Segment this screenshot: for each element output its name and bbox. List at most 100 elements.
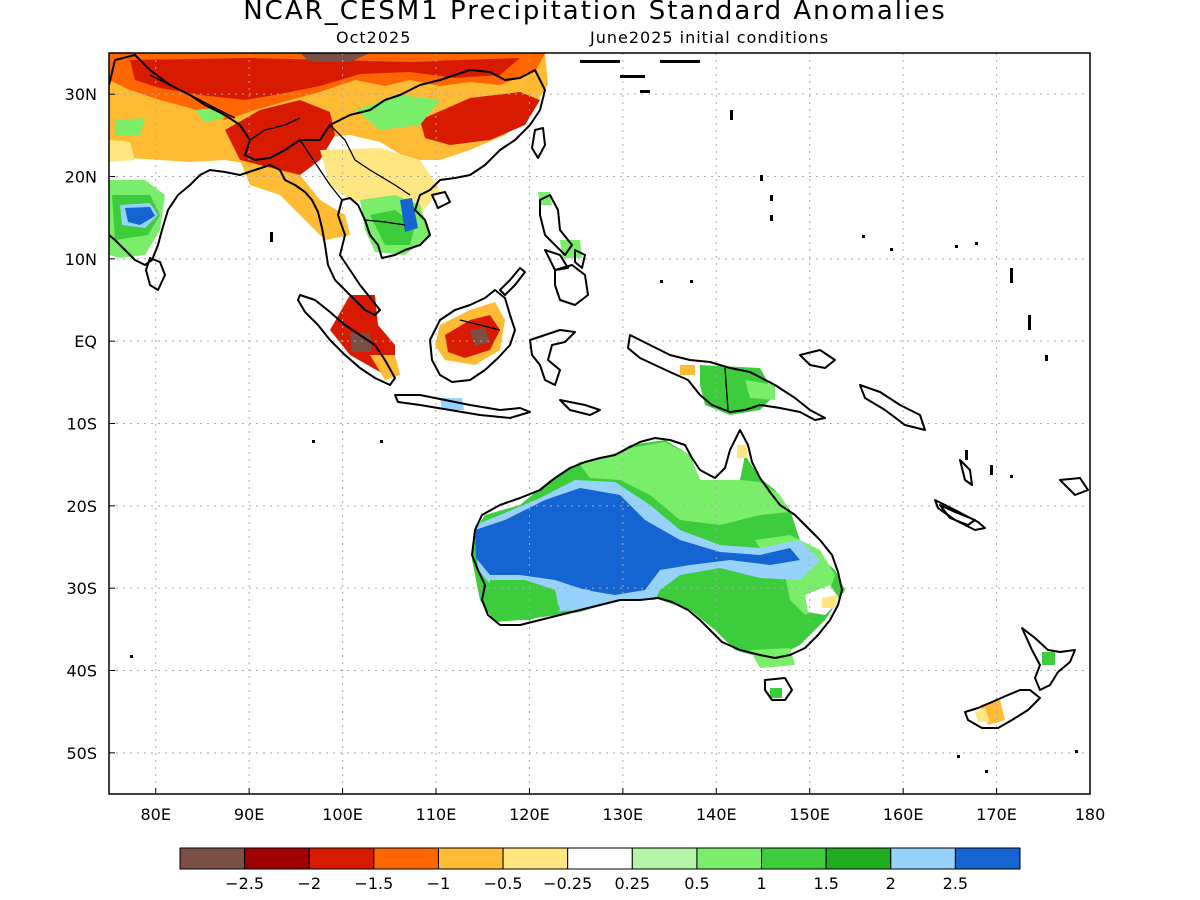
colorbar-swatch <box>696 847 763 870</box>
anomaly-india-west-light-wet <box>109 140 135 162</box>
colorbar-swatch <box>954 847 1021 870</box>
colorbar-label: −2 <box>297 874 321 893</box>
lon-tick-label: 90E <box>234 805 264 824</box>
coast-new-caledonia <box>934 499 986 531</box>
colorbar: −2.5 −2 −1.5 −1 −0.5 −0.25 0.25 0.5 1 1.5 2 2.5 <box>179 847 1021 893</box>
colorbar-label: 1 <box>756 874 766 893</box>
lat-tick-label: 30N <box>65 85 97 104</box>
lat-tick-label: 10N <box>65 250 97 269</box>
anomaly-australia-central-extreme-wet <box>475 488 800 595</box>
colorbar-swatch <box>631 847 698 870</box>
coast-philippines-central <box>544 249 586 271</box>
lon-tick-label: 120E <box>509 805 550 824</box>
colorbar-swatch <box>308 847 375 870</box>
coast-fiji-vanuatu <box>939 459 1089 526</box>
anomaly-india-very-wet-core <box>125 207 155 225</box>
coast-sri-lanka <box>145 257 166 291</box>
anomaly-png-wet-light <box>745 380 775 400</box>
map-content <box>109 53 1090 794</box>
anomaly-australia-north-light-wet <box>580 442 790 525</box>
colorbar-label: 2 <box>886 874 896 893</box>
anomaly-tibet-extreme <box>300 53 370 62</box>
anomaly-china-wet-patch <box>355 95 440 130</box>
anomaly-png-wet <box>700 365 775 415</box>
forecast-month: Oct2025 <box>336 28 412 47</box>
anomaly-cape-york-dry <box>737 445 747 458</box>
colorbar-swatch <box>761 847 827 870</box>
lon-tick-label: 140E <box>696 805 737 824</box>
coast-hainan <box>431 191 451 209</box>
longitude-axis: 80E 90E 100E 110E 120E 130E 140E 150E 160E 170E 18… <box>140 788 1105 824</box>
lat-tick-label: 50S <box>66 744 97 763</box>
lat-tick-label: 20N <box>65 168 97 187</box>
lat-tick-label: 30S <box>66 579 97 598</box>
lat-tick-label: 20S <box>66 497 97 516</box>
pacific-islands <box>130 60 1078 773</box>
lon-tick-label: 110E <box>416 805 457 824</box>
lon-tick-label: 160E <box>883 805 924 824</box>
coast-taiwan <box>531 127 546 159</box>
anomaly-india-north-wet <box>115 118 145 135</box>
anomaly-tibet-dry-stronger <box>130 58 520 100</box>
lon-tick-label: 80E <box>140 805 170 824</box>
colorbar-label: −1.5 <box>354 874 393 893</box>
anomaly-png-dry <box>680 365 695 375</box>
lon-tick-label: 150E <box>789 805 830 824</box>
colorbar-swatch <box>244 847 310 870</box>
colorbar-swatch <box>567 847 633 870</box>
colorbar-label: 0.5 <box>684 874 709 893</box>
coast-sulawesi <box>529 329 576 386</box>
lat-tick-label: EQ <box>74 332 97 351</box>
initial-conditions: June2025 initial conditions <box>590 28 830 47</box>
anomaly-se-china-dry <box>420 92 540 145</box>
coast-java <box>394 394 531 419</box>
coast-australia <box>471 429 843 659</box>
coast-palawan <box>499 267 526 296</box>
coast-borneo <box>429 289 516 383</box>
coast-tasmania <box>764 677 793 701</box>
coast-asia-mainland <box>109 54 546 316</box>
colorbar-label: −0.25 <box>543 874 592 893</box>
coast-philippines-mindanao <box>554 264 589 306</box>
coast-nz-south-island <box>964 689 1041 729</box>
colorbar-label: 1.5 <box>813 874 838 893</box>
colorbar-swatch <box>437 847 504 870</box>
border-lines <box>149 74 729 411</box>
lon-tick-label: 130E <box>603 805 644 824</box>
lon-tick-label: 180 <box>1075 805 1106 824</box>
anomaly-sumatra-extreme <box>350 333 372 352</box>
chart-title: NCAR_CESM1 Precipitation Standard Anomal… <box>243 0 947 26</box>
anomaly-indochina-very-wet <box>400 198 418 232</box>
lon-tick-label: 100E <box>322 805 363 824</box>
graticule <box>109 53 1090 794</box>
coast-solomon-bismarck <box>799 349 926 431</box>
colorbar-label: −1 <box>427 874 451 893</box>
anomaly-australia-sw-very-wet <box>555 585 600 610</box>
colorbar-swatch <box>890 847 956 870</box>
coastlines <box>109 54 1089 729</box>
anomaly-tasmania-wet <box>770 688 782 698</box>
coast-sumatra <box>297 294 396 386</box>
anomaly-shading <box>109 53 1055 725</box>
colorbar-label: −2.5 <box>225 874 264 893</box>
coast-philippines-luzon <box>539 194 573 256</box>
colorbar-swatch <box>179 847 246 870</box>
anomaly-borneo-extreme <box>470 328 490 346</box>
anomaly-australia-se-dry <box>822 595 838 608</box>
lon-tick-label: 170E <box>976 805 1017 824</box>
colorbar-swatch <box>502 847 569 870</box>
coast-timor <box>559 399 601 416</box>
coast-nz-north-island <box>1021 627 1076 691</box>
lat-tick-label: 40S <box>66 662 97 681</box>
colorbar-swatch <box>825 847 892 870</box>
lat-tick-label: 10S <box>66 415 97 434</box>
anomaly-nz-north-wet <box>1042 652 1055 665</box>
anomaly-myanmar-dry <box>225 100 335 175</box>
anomaly-australia-sw-wet <box>490 580 560 620</box>
anomaly-nz-south-light-dry <box>975 708 990 722</box>
colorbar-swatch <box>373 847 439 870</box>
colorbar-label: 0.25 <box>614 874 650 893</box>
coast-new-guinea <box>627 334 826 421</box>
colorbar-label: −0.5 <box>484 874 523 893</box>
